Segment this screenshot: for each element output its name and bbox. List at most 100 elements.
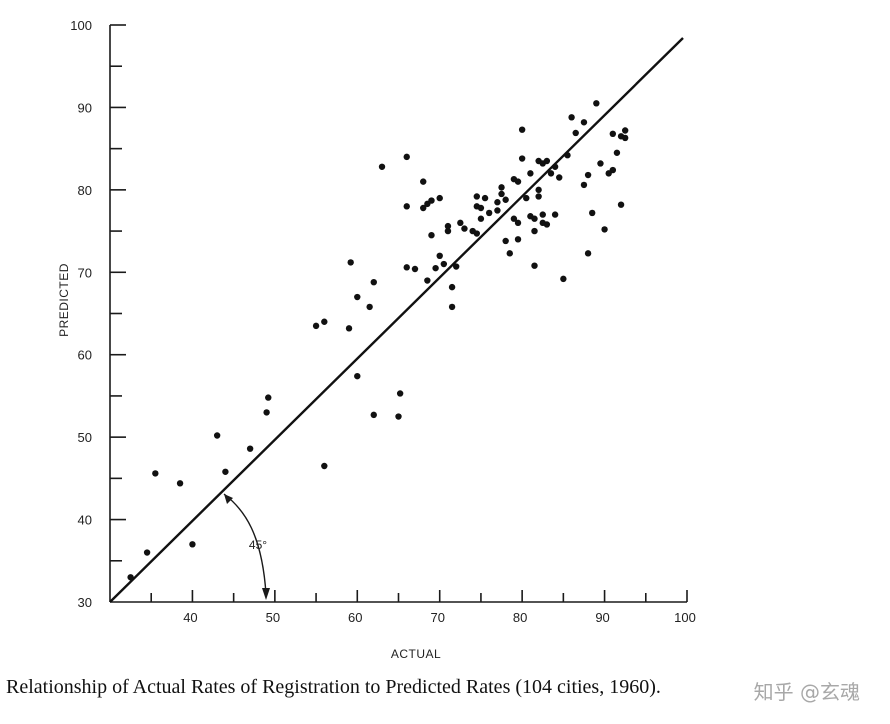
data-point [518,126,526,133]
data-point [589,209,596,217]
data-point [347,259,354,266]
data-point [366,303,373,311]
arrowhead-icon [224,494,233,504]
angle-annotation: 45° [223,493,270,600]
data-points [127,100,629,581]
data-point [597,160,604,167]
data-point [494,207,501,214]
data-point [312,322,320,330]
data-point [453,263,460,270]
data-point [461,225,468,232]
data-point [420,178,427,185]
x-tick-label: 50 [266,610,280,625]
data-point [477,215,485,222]
data-point [481,194,489,202]
data-point [584,171,592,179]
data-point [502,237,509,245]
data-point [506,250,513,257]
data-point [428,231,435,239]
data-point [473,230,481,237]
data-point [539,219,546,227]
data-point [152,470,159,477]
data-point [246,445,254,452]
data-point [457,219,464,227]
x-axis-label: ACTUAL [391,647,441,661]
y-tick-label: 50 [78,430,92,445]
data-point [127,574,134,581]
data-point [543,157,551,165]
y-tick-label: 70 [78,265,92,280]
data-point [560,275,567,283]
data-point [621,134,629,142]
data-point [436,252,443,259]
data-point [535,193,542,200]
data-point [432,264,439,272]
data-point [514,178,522,185]
data-point [473,193,481,200]
data-point [213,432,221,439]
data-point [551,211,559,218]
data-point [494,199,501,206]
data-point [448,303,456,311]
data-point [222,468,229,475]
x-tick-label: 70 [430,610,444,625]
watermark: 知乎 @玄魂 [753,680,860,704]
data-point [609,130,617,138]
data-point [403,264,410,271]
data-point [263,409,270,416]
data-point [440,260,448,268]
y-tick-label: 100 [70,18,92,33]
data-point [580,119,588,126]
data-point [444,227,452,235]
y-tick-label: 30 [78,595,92,610]
data-point [531,215,538,222]
data-point [514,219,522,227]
data-point [564,152,571,159]
data-point [531,262,538,269]
data-point [176,480,184,487]
data-point [444,222,452,230]
data-point [584,250,592,257]
x-tick-label: 90 [595,610,609,625]
data-point [428,197,435,204]
data-point [345,325,353,332]
figure-caption: Relationship of Actual Rates of Registra… [6,676,661,698]
data-point [510,215,518,222]
data-point [593,100,600,107]
data-point [143,549,151,556]
data-point [498,184,505,191]
data-point [370,411,377,419]
data-point [535,186,542,194]
data-point [370,278,377,286]
y-tick-label: 80 [78,183,92,198]
data-point [601,226,608,233]
data-point [572,129,579,137]
data-point [523,194,530,202]
data-point [527,170,534,177]
data-point [321,462,328,470]
data-point [617,201,625,208]
data-point [403,203,410,210]
data-point [395,413,402,420]
x-tick-label: 60 [348,610,362,625]
data-point [403,153,410,161]
data-point [621,127,629,134]
data-point [436,194,443,202]
data-point [498,190,505,198]
angle-label: 45° [249,538,267,552]
data-point [424,277,431,284]
arrowhead-icon [262,588,270,600]
data-point [265,394,272,401]
data-point [613,149,621,156]
data-point [485,209,493,217]
x-tick-label: 80 [513,610,527,625]
data-point [354,372,361,380]
data-point [477,204,485,212]
data-point [531,227,538,235]
data-point [547,170,555,177]
data-point [551,163,559,170]
data-point [518,155,526,162]
data-point [321,318,328,325]
data-point [420,204,427,212]
